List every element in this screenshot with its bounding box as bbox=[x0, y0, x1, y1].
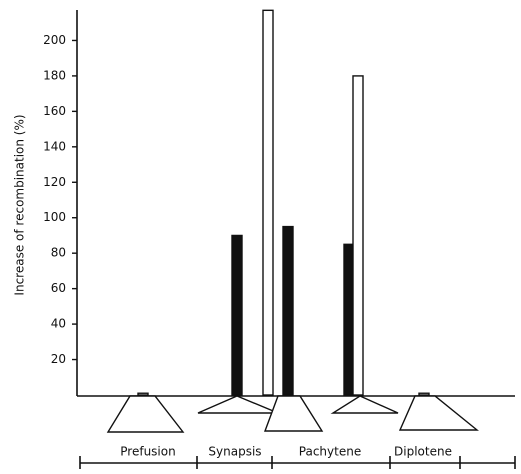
bar bbox=[282, 225, 294, 396]
y-tick-label: 200 bbox=[43, 33, 66, 47]
stage-shape bbox=[106, 395, 185, 433]
y-tick-label: 100 bbox=[43, 210, 66, 224]
stage-shape bbox=[197, 395, 279, 414]
y-tick-label: 120 bbox=[43, 175, 66, 189]
y-tick-label: 40 bbox=[51, 317, 66, 331]
stage-shape bbox=[398, 395, 479, 431]
stage-label: Synapsis bbox=[208, 445, 261, 459]
y-tick-label: 180 bbox=[43, 68, 66, 82]
bar bbox=[352, 75, 364, 396]
y-tick-label: 80 bbox=[51, 246, 66, 260]
bar bbox=[262, 9, 274, 396]
stage-label: Diplotene bbox=[394, 445, 452, 459]
bar bbox=[231, 234, 243, 396]
stage-label: Prefusion bbox=[120, 445, 175, 459]
y-axis-label: Increase of recombination (%) bbox=[13, 114, 27, 295]
stage-label: Pachytene bbox=[299, 445, 361, 459]
bar bbox=[418, 392, 430, 396]
stage-shape bbox=[263, 395, 324, 432]
bar bbox=[137, 392, 149, 396]
y-tick-label: 140 bbox=[43, 139, 66, 153]
stage-shape bbox=[330, 395, 399, 414]
timeline-ticks bbox=[79, 456, 516, 469]
y-tick-label: 160 bbox=[43, 104, 66, 118]
y-tick-label: 20 bbox=[51, 352, 66, 366]
y-tick-label: 60 bbox=[51, 281, 66, 295]
